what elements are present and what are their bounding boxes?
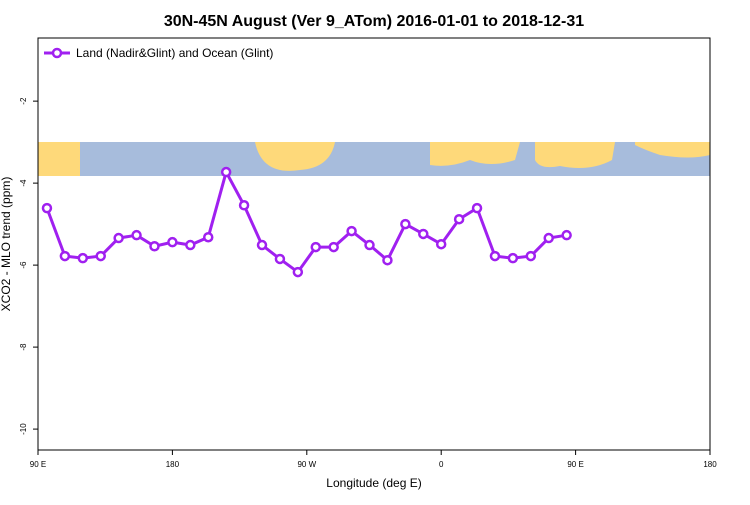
data-point [95, 250, 106, 262]
legend-label: Land (Nadir&Glint) and Ocean (Glint) [76, 46, 273, 60]
y-tick-label: -4 [19, 179, 28, 187]
data-point [543, 232, 554, 244]
data-point [113, 232, 124, 244]
plot-frame [37, 37, 711, 451]
x-tick-label: 90 W [297, 460, 316, 469]
x-tick-label: 90 E [30, 460, 46, 469]
data-point [364, 239, 375, 251]
data-point [418, 228, 429, 240]
data-point [202, 231, 214, 243]
map-band [38, 142, 710, 176]
data-point [489, 250, 501, 262]
legend: Land (Nadir&Glint) and Ocean (Glint) [44, 46, 273, 60]
x-tick-label: 0 [439, 460, 444, 469]
data-point [238, 200, 250, 211]
data-point [561, 229, 572, 241]
chart-title: 30N-45N August (Ver 9_ATom) 2016-01-01 t… [164, 13, 584, 30]
data-point [310, 241, 322, 253]
data-point [292, 266, 304, 278]
y-axis-label: XCO2 - MLO trend (ppm) [0, 177, 13, 312]
data-point [346, 225, 357, 237]
data-point [131, 229, 142, 241]
data-point [167, 236, 178, 248]
y-tick-label: -2 [19, 97, 28, 105]
data-point [59, 250, 71, 262]
y-tick-label: -8 [19, 343, 28, 351]
data-point [453, 213, 465, 225]
y-tick-label: -6 [19, 261, 28, 269]
data-point [185, 239, 196, 251]
data-point [220, 166, 232, 178]
data-point [471, 202, 483, 214]
data-point [149, 241, 160, 252]
data-point [256, 239, 268, 251]
x-tick-label: 180 [166, 460, 180, 469]
x-tick-label: 90 E [567, 460, 583, 469]
x-axis-label: Longitude (deg E) [326, 476, 421, 490]
data-point [77, 252, 89, 264]
data-point [41, 202, 53, 214]
data-point [382, 254, 393, 266]
data-point [274, 253, 286, 265]
data-point [507, 252, 519, 264]
data-point [400, 218, 411, 230]
data-point [525, 250, 537, 262]
legend-marker [51, 47, 63, 59]
data-point [435, 238, 447, 250]
data-line [45, 168, 567, 275]
y-tick-label: -10 [19, 423, 28, 435]
data-point [328, 241, 339, 253]
x-tick-label: 180 [703, 460, 717, 469]
